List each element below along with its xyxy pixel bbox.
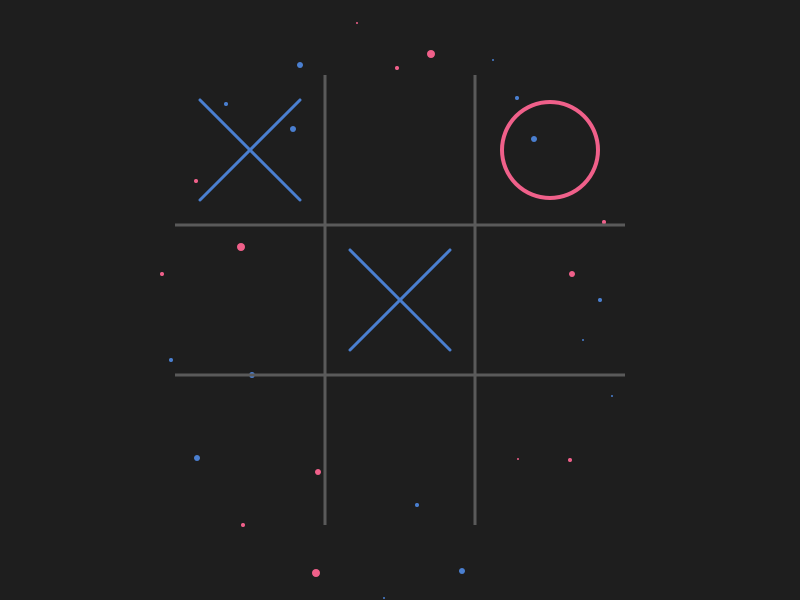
particle-dot — [241, 523, 245, 527]
board-cell-2-0[interactable] — [175, 375, 325, 525]
particle-dot — [598, 298, 602, 302]
x-mark-icon — [348, 248, 452, 352]
particle-dot — [427, 50, 435, 58]
particle-dot — [224, 102, 228, 106]
particle-dot — [383, 597, 385, 599]
particle-dot — [356, 22, 358, 24]
particle-dot — [315, 469, 321, 475]
particle-dot — [611, 395, 613, 397]
particle-dot — [515, 96, 519, 100]
board-cell-2-2[interactable] — [475, 375, 625, 525]
particle-dot — [237, 243, 245, 251]
board-cell-0-2 — [475, 75, 625, 225]
particle-dot — [290, 126, 296, 132]
particle-dot — [194, 179, 198, 183]
particle-dot — [312, 569, 320, 577]
board-cells — [175, 75, 625, 525]
particle-dot — [297, 62, 303, 68]
particle-dot — [194, 455, 200, 461]
particle-dot — [492, 59, 494, 61]
board-cell-0-0 — [175, 75, 325, 225]
board-cell-1-1 — [325, 225, 475, 375]
x-mark-icon — [198, 98, 302, 202]
particle-dot — [568, 458, 572, 462]
o-mark-icon — [500, 100, 600, 200]
board-cell-2-1[interactable] — [325, 375, 475, 525]
particle-dot — [569, 271, 575, 277]
particle-dot — [517, 458, 519, 460]
particle-dot — [582, 339, 584, 341]
particle-dot — [415, 503, 419, 507]
board-cell-1-0[interactable] — [175, 225, 325, 375]
board-grid — [175, 75, 625, 525]
particle-dot — [459, 568, 465, 574]
particle-dot — [160, 272, 164, 276]
particle-dot — [531, 136, 537, 142]
particle-dot — [395, 66, 399, 70]
particle-dot — [169, 358, 173, 362]
board-cell-0-1[interactable] — [325, 75, 475, 225]
board-marks — [198, 98, 600, 352]
particle-dot — [602, 220, 606, 224]
board-cell-1-2[interactable] — [475, 225, 625, 375]
